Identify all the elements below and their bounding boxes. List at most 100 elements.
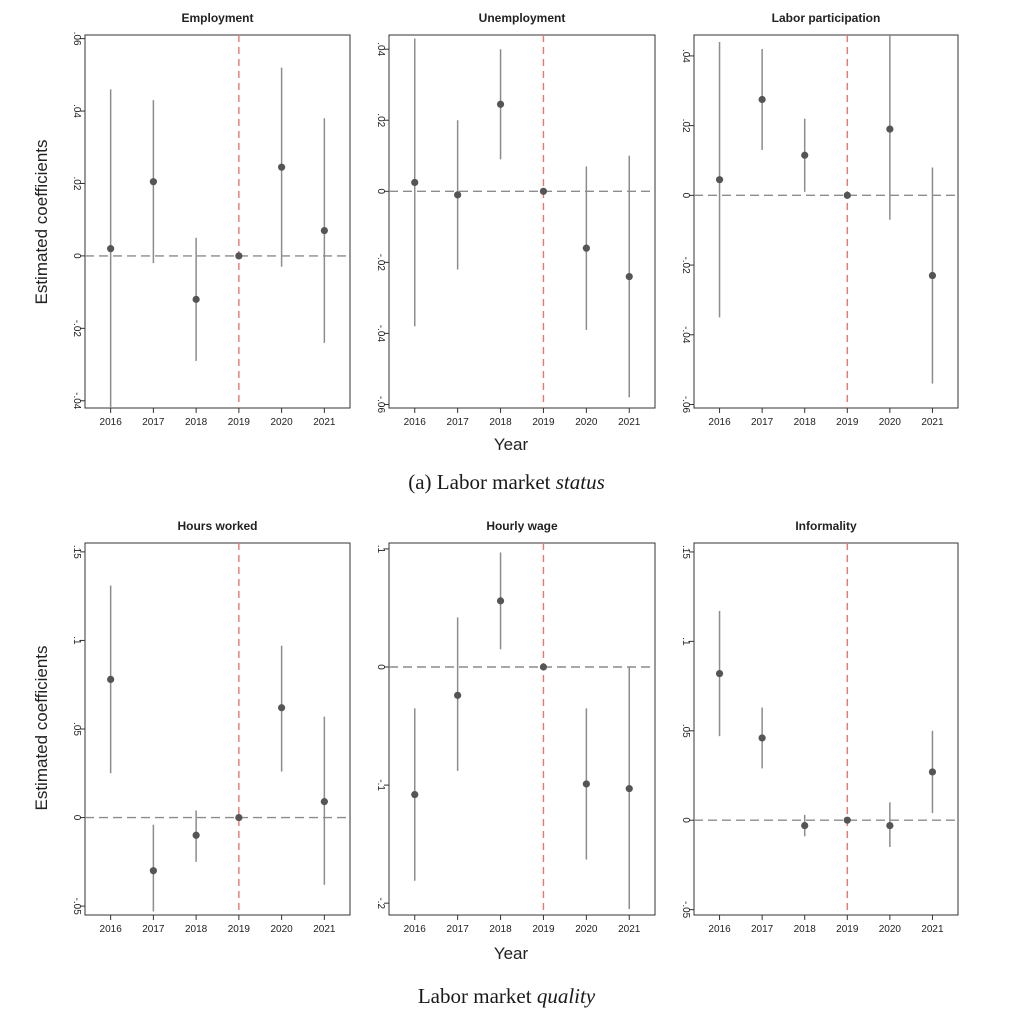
point [843, 191, 851, 199]
y-tick-label: .04 [71, 104, 82, 118]
x-tick-label: 2018 [185, 924, 208, 935]
point [192, 295, 200, 303]
y-tick-label: .15 [680, 545, 691, 559]
x-tick-label: 2020 [270, 924, 293, 935]
y-tick-label: .06 [71, 32, 82, 46]
x-tick-label: 2021 [313, 417, 336, 428]
point [539, 663, 548, 671]
x-tick-label: 2019 [532, 417, 555, 428]
y-axis-label-top: Estimated coefficients [32, 139, 51, 304]
x-tick-label: 2020 [270, 417, 293, 428]
panel-hourly-wage: Hourly wage -.2 -.1 0 .1 2016 2017 2018 2019 2020… [375, 519, 656, 935]
y-tick-label: .1 [375, 545, 386, 554]
point [192, 831, 200, 839]
point [278, 704, 286, 712]
point [886, 125, 894, 133]
caption-b: Labor market quality [0, 984, 1013, 1009]
point [625, 785, 633, 793]
point [320, 798, 328, 806]
x-tick-label: 2017 [142, 924, 165, 935]
point [843, 816, 851, 824]
point [320, 226, 328, 235]
y-tick-label: .02 [71, 177, 82, 191]
caption-a-prefix: (a) Labor market [408, 470, 556, 494]
y-tick-label: 0 [680, 817, 691, 823]
panel-title: Hours worked [177, 519, 257, 533]
point [235, 813, 243, 822]
panel-employment: Employment -.04 -.02 0 .02 .04 .06 2016 2017 2018… [71, 11, 351, 428]
x-tick-label: 2019 [228, 924, 251, 935]
x-tick-label: 2018 [794, 924, 817, 935]
point [715, 669, 724, 678]
y-tick-label: -.04 [680, 326, 691, 344]
x-tick-label: 2021 [921, 924, 944, 935]
y-tick-label: -.1 [375, 779, 386, 791]
y-tick-label: -.02 [375, 254, 386, 272]
point [928, 271, 937, 280]
y-tick-label: -.05 [680, 901, 691, 919]
point [886, 821, 894, 830]
y-tick-label: .05 [71, 722, 82, 736]
x-tick-label: 2016 [708, 417, 731, 428]
y-axis-label-bottom: Estimated coefficients [32, 645, 51, 810]
x-tick-label: 2019 [836, 417, 859, 428]
point [278, 163, 286, 171]
point [801, 821, 809, 830]
y-tick-label: -.02 [71, 320, 82, 338]
x-tick-label: 2017 [751, 417, 774, 428]
point [107, 675, 115, 684]
y-tick-label: 0 [375, 189, 386, 195]
caption-b-italic: quality [536, 984, 596, 1008]
x-tick-label: 2016 [708, 924, 731, 935]
point [928, 768, 937, 776]
point [801, 151, 809, 159]
x-tick-label: 2018 [489, 924, 512, 935]
point [149, 867, 157, 875]
plot-frame [84, 542, 351, 916]
y-tick-label: .1 [680, 637, 691, 646]
y-tick-label: .15 [71, 545, 82, 559]
point [715, 176, 724, 184]
point [582, 780, 590, 788]
panel-title: Hourly wage [486, 519, 558, 533]
x-tick-label: 2016 [100, 924, 123, 935]
y-tick-label: -.02 [680, 256, 691, 274]
point [758, 95, 766, 104]
x-tick-label: 2019 [532, 924, 555, 935]
point [496, 100, 505, 108]
plot-frame [388, 542, 656, 916]
x-tick-label: 2018 [489, 417, 512, 428]
x-tick-label: 2021 [618, 924, 641, 935]
y-tick-label: 0 [375, 664, 386, 670]
x-tick-label: 2017 [447, 924, 470, 935]
x-tick-label: 2016 [100, 417, 123, 428]
point [454, 691, 462, 699]
plot-frame [693, 34, 959, 409]
y-tick-label: -.06 [680, 396, 691, 414]
y-tick-label: .05 [680, 724, 691, 738]
caption-a: (a) Labor market status [0, 470, 1013, 495]
x-tick-label: 2020 [575, 924, 598, 935]
panel-title: Unemployment [479, 11, 566, 25]
point [107, 245, 115, 253]
point [582, 244, 590, 252]
panel-title: Employment [181, 11, 253, 25]
plot-frame [84, 34, 351, 409]
point [454, 191, 462, 199]
x-tick-label: 2020 [879, 417, 902, 428]
x-tick-label: 2020 [879, 924, 902, 935]
caption-b-prefix: Labor market [417, 984, 537, 1008]
point [625, 272, 633, 281]
x-tick-label: 2017 [447, 417, 470, 428]
y-tick-label: -.04 [375, 325, 386, 343]
x-tick-label: 2017 [142, 417, 165, 428]
y-tick-label: .02 [375, 113, 386, 127]
y-tick-label: 0 [71, 815, 82, 821]
x-tick-label: 2020 [575, 417, 598, 428]
y-tick-label: -.05 [71, 898, 82, 916]
panel-title: Informality [795, 519, 857, 533]
caption-a-italic: status [555, 470, 605, 494]
x-tick-label: 2019 [836, 924, 859, 935]
x-tick-label: 2021 [313, 924, 336, 935]
panel-labor-participation: Labor participation -.06 -.04 -.02 0 .02 .04 20… [680, 11, 959, 428]
